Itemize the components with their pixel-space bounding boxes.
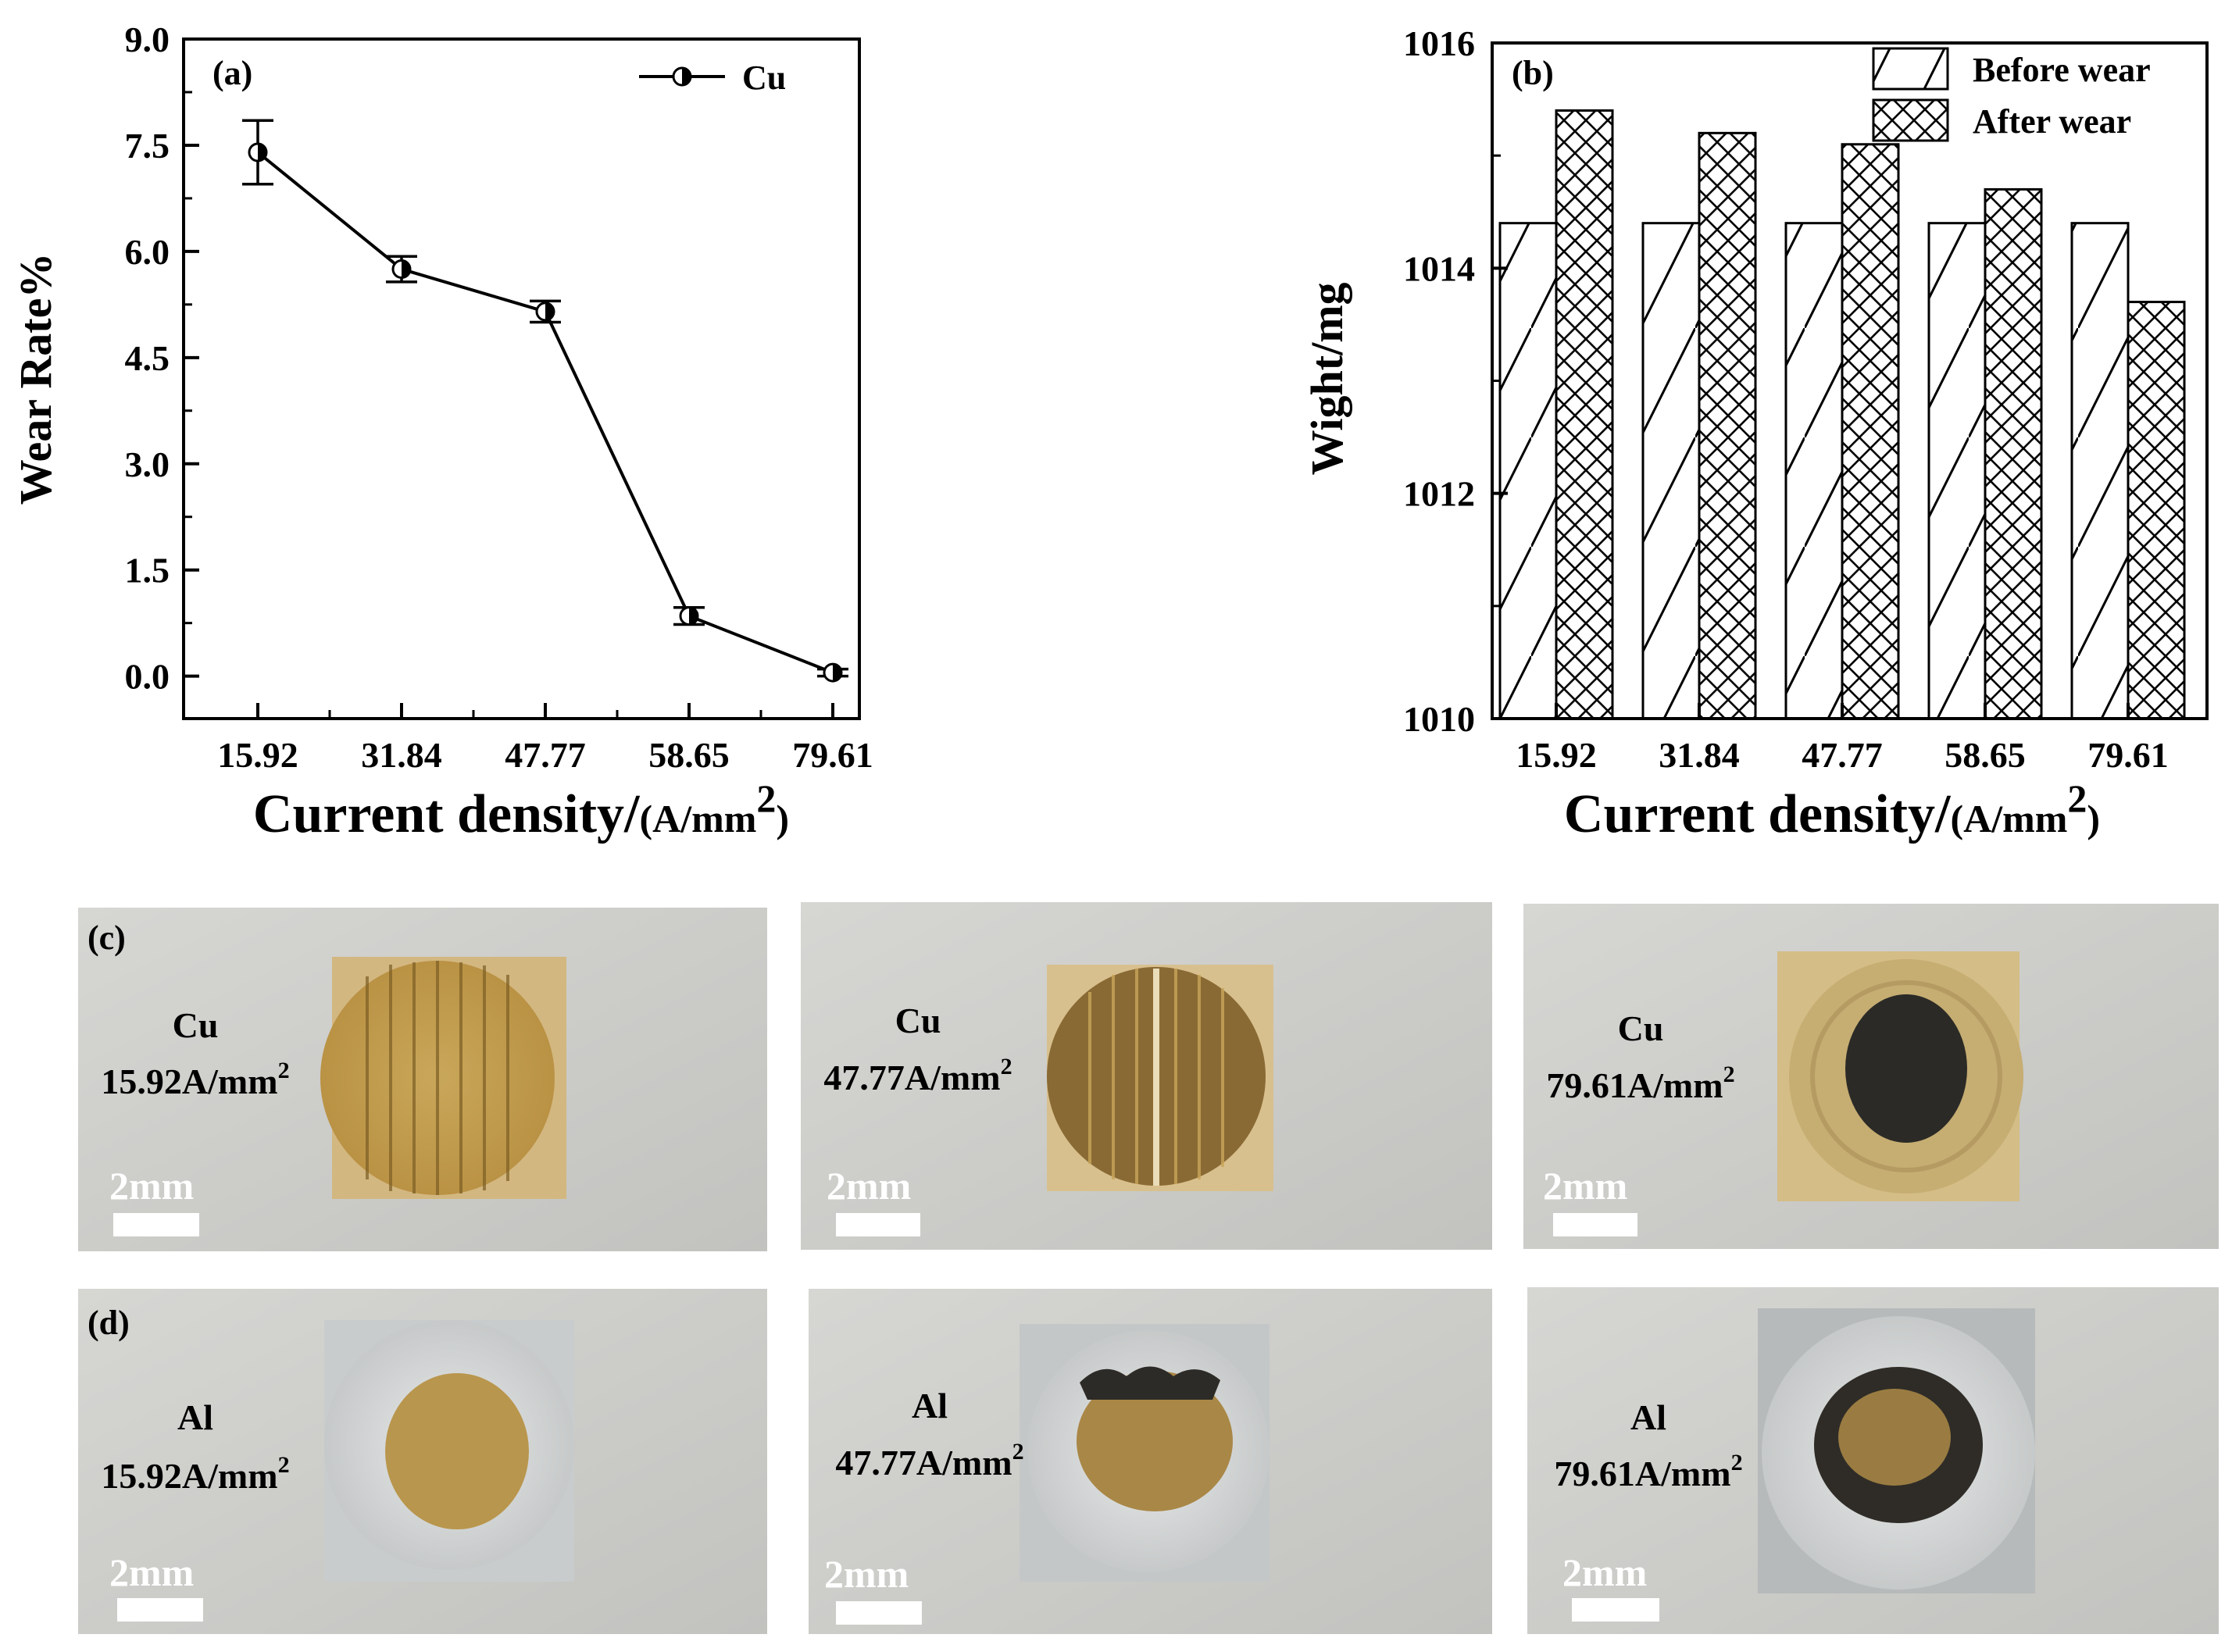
y-tick-label: 4.5: [125, 338, 170, 378]
y-tick-label: 1016: [1403, 23, 1475, 63]
bar-before-wear: [1784, 222, 1844, 720]
x-tick-label: 47.77: [1802, 735, 1883, 775]
photo-al-47-77: Al 47.77A/mm2 2mm: [809, 1289, 1492, 1634]
y-axis-ticks: 0.0 1.5 3.0 4.5 6.0 7.5 9.0: [125, 20, 199, 697]
scale-label: 2mm: [1543, 1164, 1627, 1208]
photo-density: 47.77A/mm2: [823, 1054, 1012, 1097]
legend-swatch-after: [1872, 98, 1949, 142]
panel-label: (a): [212, 54, 252, 92]
legend-label: Cu: [742, 59, 786, 97]
photo-label-d: (d): [87, 1304, 130, 1342]
x-axis-title: Current density/(A/mm2): [1564, 776, 2100, 844]
x-tick-label: 47.77: [505, 735, 586, 775]
photo-density: 79.61A/mm2: [1554, 1450, 1742, 1493]
photo-density: 15.92A/mm2: [101, 1452, 289, 1496]
scale-bar: [1553, 1213, 1637, 1236]
photo-label-c: (c): [87, 919, 126, 957]
bars: [1498, 109, 2186, 720]
photo-cu-15-92: (c) Cu 15.92A/mm2 2mm: [78, 908, 767, 1251]
scale-bar: [113, 1213, 199, 1236]
legend-label-before: Before wear: [1973, 51, 2151, 89]
bar-before-wear: [1641, 222, 1701, 720]
photo-material: Al: [177, 1397, 213, 1437]
scale-label: 2mm: [109, 1164, 194, 1208]
series-line: [256, 151, 834, 674]
y-tick-label: 1.5: [125, 551, 170, 591]
data-point-fill: [545, 302, 554, 320]
photo-density: 15.92A/mm2: [101, 1058, 289, 1101]
data-point-fill: [689, 607, 698, 625]
legend-marker-half: [682, 68, 691, 85]
x-axis-ticks: 15.92 31.84 47.77 58.65 79.61: [1516, 703, 2169, 775]
scale-bar: [836, 1213, 920, 1236]
bar-after-wear: [1841, 143, 1900, 720]
photo-al-15-92: (d) Al 15.92A/mm2 2mm: [78, 1289, 767, 1634]
y-axis-ticks: 1010 1012 1014 1016: [1403, 23, 1508, 739]
bar-after-wear: [1555, 109, 1614, 720]
y-tick-label: 3.0: [125, 444, 170, 484]
photo-material: Cu: [895, 1001, 941, 1040]
debris: [1845, 994, 1967, 1143]
bar-before-wear: [2070, 222, 2130, 720]
y-tick-label: 1012: [1403, 474, 1475, 514]
bar-after-wear: [1698, 131, 1757, 720]
transfer-layer: [385, 1373, 529, 1529]
y-tick-label: 9.0: [125, 20, 170, 59]
bar-after-wear: [1984, 187, 2043, 720]
scale-bar: [836, 1601, 922, 1625]
photo-material: Cu: [1618, 1008, 1664, 1048]
y-tick-label: 1010: [1403, 699, 1475, 739]
series-cu: [242, 119, 848, 683]
x-tick-label: 58.65: [1945, 735, 2026, 775]
legend-label-after: After wear: [1973, 102, 2131, 141]
x-tick-label: 58.65: [648, 735, 730, 775]
x-tick-label: 31.84: [1659, 735, 1740, 775]
photo-material: Cu: [173, 1005, 219, 1045]
x-tick-label: 15.92: [217, 735, 298, 775]
y-axis-title: Wear Rate%: [10, 253, 61, 505]
photo-material: Al: [1630, 1397, 1666, 1437]
x-axis-ticks: 15.92 31.84 47.77 58.65 79.61: [217, 703, 873, 775]
photo-row-d: (d) Al 15.92A/mm2 2mm Al 47.77A/mm2 2mm …: [78, 1287, 2219, 1634]
photo-density: 79.61A/mm2: [1546, 1061, 1734, 1105]
data-point-fill: [402, 260, 410, 278]
y-tick-label: 1014: [1403, 248, 1475, 288]
wear-rate-chart: 0.0 1.5 3.0 4.5 6.0 7.5 9.0 15.92 31.84 47.77 58.…: [10, 20, 873, 844]
bar-before-wear: [1498, 222, 1558, 720]
photo-cu-79-61: Cu 79.61A/mm2 2mm: [1523, 904, 2219, 1249]
photo-cu-47-77: Cu 47.77A/mm2 2mm: [801, 902, 1492, 1250]
x-tick-label: 79.61: [792, 735, 873, 775]
photo-material: Al: [912, 1386, 948, 1425]
transfer-layer: [1077, 1371, 1233, 1511]
scale-label: 2mm: [824, 1552, 909, 1596]
scale-label: 2mm: [827, 1164, 911, 1208]
scale-label: 2mm: [109, 1550, 194, 1594]
photo-density: 47.77A/mm2: [835, 1439, 1023, 1483]
x-axis-title: Current density/(A/mm2): [253, 776, 789, 844]
y-axis-title: Wight/mg: [1302, 282, 1352, 475]
y-tick-label: 7.5: [125, 126, 170, 166]
scale-label: 2mm: [1562, 1550, 1647, 1594]
y-tick-label: 6.0: [125, 232, 170, 272]
legend-swatch-before: [1872, 47, 1949, 91]
data-point-fill: [258, 144, 266, 161]
photo-row-c: (c) Cu 15.92A/mm2 2mm Cu 47.77A/mm2 2mm: [78, 902, 2219, 1251]
y-tick-label: 0.0: [125, 657, 170, 697]
x-tick-label: 31.84: [361, 735, 442, 775]
x-tick-label: 15.92: [1516, 735, 1597, 775]
weight-bar-chart: 1010 1012 1014 1016 15.92 31.84 47.77 58.65 79.…: [1302, 23, 2209, 844]
data-point-fill: [833, 664, 841, 682]
bar-before-wear: [1927, 222, 1987, 720]
bar-after-wear: [2127, 301, 2186, 720]
plot-frame: [182, 37, 861, 720]
panel-label: (b): [1512, 54, 1554, 92]
scale-bar: [1572, 1598, 1659, 1622]
scale-bar: [117, 1598, 203, 1622]
photo-al-79-61: Al 79.61A/mm2 2mm: [1527, 1287, 2219, 1634]
x-tick-label: 79.61: [2087, 735, 2169, 775]
